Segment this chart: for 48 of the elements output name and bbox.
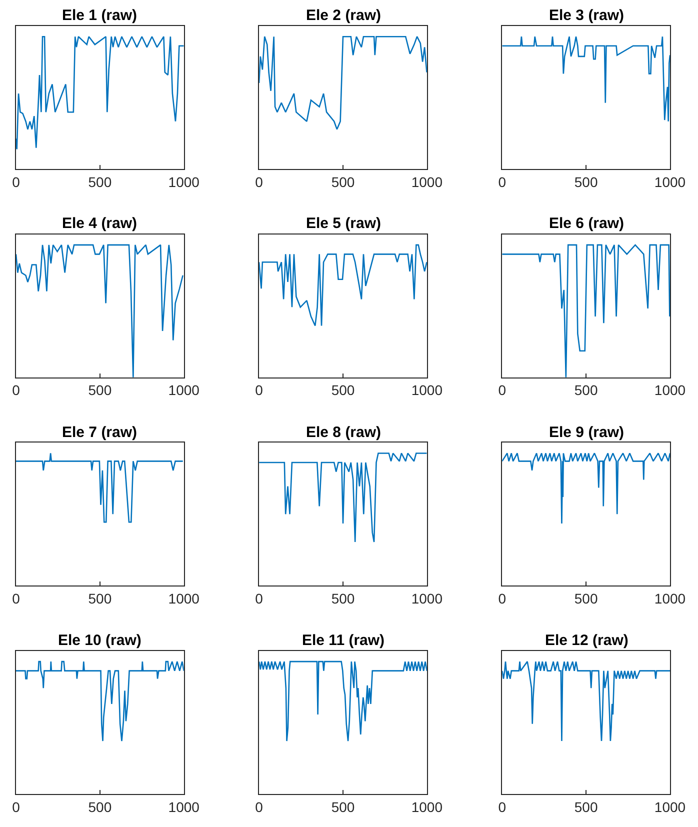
- x-tick-label: 1000: [168, 798, 200, 815]
- x-tick-label: 1000: [654, 174, 686, 190]
- x-tick-label: 0: [12, 798, 20, 815]
- x-tick-label: 0: [498, 382, 506, 398]
- x-tick-label: 500: [331, 382, 355, 398]
- x-tick-label: 0: [498, 590, 506, 606]
- chart-title: Ele 1 (raw): [62, 7, 138, 24]
- x-tick-label: 1000: [168, 174, 200, 190]
- x-tick-label: 1000: [168, 382, 200, 398]
- chart-title: Ele 7 (raw): [62, 424, 138, 441]
- chart-title: Ele 6 (raw): [549, 215, 624, 232]
- chart-title: Ele 8 (raw): [306, 424, 382, 441]
- x-tick-label: 500: [88, 174, 112, 190]
- chart-title: Ele 4 (raw): [62, 215, 138, 232]
- chart-title: Ele 11 (raw): [302, 632, 385, 649]
- x-tick-label: 500: [88, 382, 112, 398]
- x-tick-label: 0: [255, 798, 264, 815]
- x-tick-label: 1000: [654, 590, 686, 606]
- chart-title: Ele 9 (raw): [549, 424, 624, 441]
- chart-title: Ele 2 (raw): [306, 7, 382, 24]
- chart-title: Ele 10 (raw): [58, 632, 142, 649]
- x-tick-label: 500: [574, 798, 598, 815]
- x-tick-label: 1000: [411, 174, 443, 190]
- chart-title: Ele 12 (raw): [545, 632, 628, 649]
- x-tick-label: 500: [331, 174, 355, 190]
- x-tick-label: 0: [255, 590, 264, 606]
- x-tick-label: 1000: [654, 382, 686, 398]
- x-tick-label: 0: [255, 174, 264, 190]
- x-tick-label: 500: [574, 174, 598, 190]
- x-tick-label: 500: [574, 382, 598, 398]
- x-tick-label: 0: [12, 382, 20, 398]
- x-tick-label: 0: [12, 590, 20, 606]
- x-tick-label: 500: [88, 590, 112, 606]
- chart-title: Ele 5 (raw): [306, 215, 382, 232]
- x-tick-label: 0: [12, 174, 20, 190]
- x-tick-label: 1000: [411, 590, 443, 606]
- chart-title: Ele 3 (raw): [549, 7, 624, 24]
- x-tick-label: 0: [255, 382, 264, 398]
- x-tick-label: 500: [331, 590, 355, 606]
- x-tick-label: 0: [498, 798, 506, 815]
- x-tick-label: 1000: [168, 590, 200, 606]
- x-tick-label: 500: [88, 798, 112, 815]
- x-tick-label: 500: [331, 798, 355, 815]
- x-tick-label: 1000: [411, 798, 443, 815]
- x-tick-label: 1000: [411, 382, 443, 398]
- x-tick-label: 1000: [654, 798, 686, 815]
- x-tick-label: 0: [498, 174, 506, 190]
- x-tick-label: 500: [574, 590, 598, 606]
